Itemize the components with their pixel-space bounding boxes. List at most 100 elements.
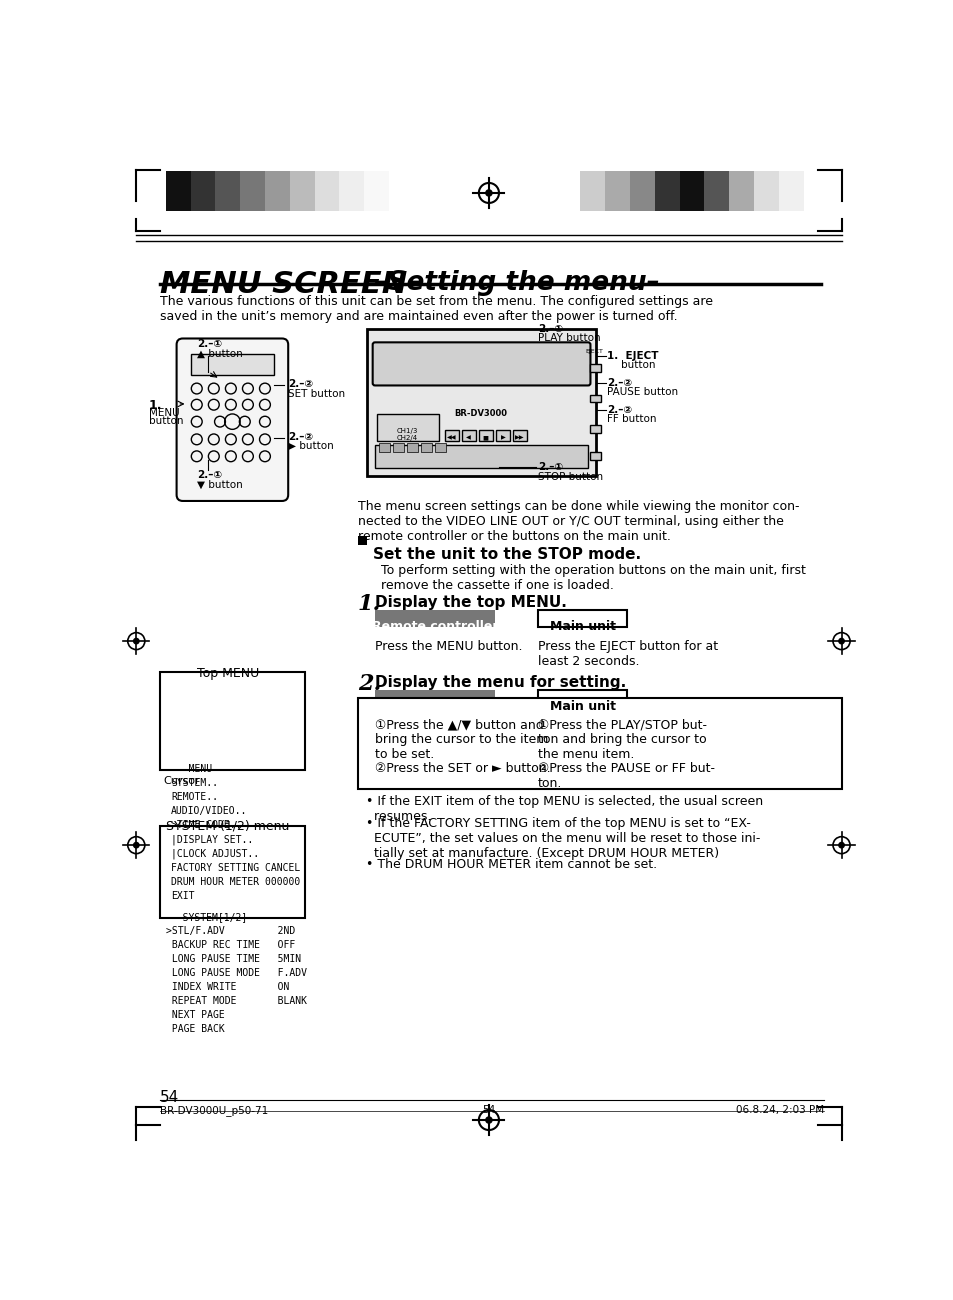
Bar <box>240 172 265 212</box>
Bar <box>339 172 364 212</box>
Text: BR-DV3000U_p50-71: BR-DV3000U_p50-71 <box>159 1105 268 1115</box>
Text: Cursor: Cursor <box>163 776 200 785</box>
Bar <box>357 536 367 545</box>
Text: 1.  EJECT: 1. EJECT <box>607 351 659 361</box>
Bar <box>375 445 587 468</box>
Text: 1.: 1. <box>149 399 162 412</box>
Bar <box>604 172 629 212</box>
Text: • If the FACTORY SETTING item of the top MENU is set to “EX-
  ECUTE”, the set v: • If the FACTORY SETTING item of the top… <box>365 816 760 859</box>
Text: FF button: FF button <box>607 413 657 424</box>
Bar <box>444 430 458 441</box>
Bar <box>513 430 526 441</box>
Bar <box>393 443 403 452</box>
Text: 2.–②: 2.–② <box>288 380 313 389</box>
Text: ---SYSTEM[1/2]---
>STL/F.ADV         2ND
 BACKUP REC TIME   OFF
 LONG PAUSE TIME: ---SYSTEM[1/2]--- >STL/F.ADV 2ND BACKUP … <box>166 913 307 1034</box>
Text: • The DRUM HOUR METER item cannot be set.: • The DRUM HOUR METER item cannot be set… <box>365 858 656 871</box>
Text: ◀: ◀ <box>466 436 471 441</box>
Text: Press the EJECT button for at
least 2 seconds.: Press the EJECT button for at least 2 se… <box>537 640 717 668</box>
Text: 06.8.24, 2:03 PM: 06.8.24, 2:03 PM <box>736 1105 823 1114</box>
Text: SYSTEM (1/2) menu: SYSTEM (1/2) menu <box>166 820 289 833</box>
Bar <box>589 395 599 403</box>
Text: Remote controller: Remote controller <box>372 701 498 714</box>
Text: 2.: 2. <box>357 673 381 696</box>
Text: BR-DV3000: BR-DV3000 <box>455 410 507 419</box>
Text: Remote controller: Remote controller <box>372 620 498 633</box>
Bar <box>364 172 389 212</box>
Bar <box>191 354 274 376</box>
Text: ◀◀: ◀◀ <box>447 436 456 441</box>
Circle shape <box>485 1117 492 1123</box>
Bar <box>728 172 753 212</box>
Text: CH1/3
CH2/4: CH1/3 CH2/4 <box>396 428 417 441</box>
Text: ①Press the PLAY/STOP but-
ton and bring the cursor to
the menu item.: ①Press the PLAY/STOP but- ton and bring … <box>537 718 706 760</box>
Bar <box>579 172 604 212</box>
Text: ■: ■ <box>482 436 488 441</box>
Text: –Setting the menu–: –Setting the menu– <box>355 270 659 296</box>
Text: 2.–②: 2.–② <box>288 432 313 442</box>
Text: Set the unit to the STOP mode.: Set the unit to the STOP mode. <box>373 547 641 562</box>
Text: SET button: SET button <box>288 389 345 399</box>
Bar <box>215 172 240 212</box>
Bar <box>159 672 305 771</box>
Bar <box>378 443 390 452</box>
Text: button: button <box>620 360 656 370</box>
Text: ---MENU---
SYSTEM..
REMOTE..
AUDIO/VIDEO..
>TIME CODE..
|DISPLAY SET..
|CLOCK AD: ---MENU--- SYSTEM.. REMOTE.. AUDIO/VIDEO… <box>171 764 300 901</box>
Bar <box>375 690 495 707</box>
Text: The various functions of this unit can be set from the menu. The configured sett: The various functions of this unit can b… <box>159 295 712 322</box>
Bar <box>778 172 802 212</box>
Text: STOP button: STOP button <box>537 472 602 482</box>
Text: Main unit: Main unit <box>549 620 615 633</box>
Text: Top MENU: Top MENU <box>196 667 258 680</box>
Text: 1.: 1. <box>357 593 381 615</box>
Text: 2.–①: 2.–① <box>537 463 562 472</box>
Bar <box>375 610 495 627</box>
Bar <box>537 610 626 627</box>
Text: button: button <box>149 416 183 426</box>
Text: Press the MENU button.: Press the MENU button. <box>375 640 522 653</box>
Bar <box>357 698 841 789</box>
Bar <box>679 172 703 212</box>
Text: 54: 54 <box>482 1105 495 1114</box>
Bar <box>537 690 626 707</box>
Circle shape <box>838 842 843 848</box>
Bar <box>753 172 778 212</box>
Bar <box>589 364 599 372</box>
FancyBboxPatch shape <box>373 342 590 386</box>
Bar <box>406 443 417 452</box>
Bar <box>166 172 191 212</box>
Text: 2.–①: 2.–① <box>196 339 222 350</box>
Text: ▶▶: ▶▶ <box>515 436 524 441</box>
Text: ①Press the ▲/▼ button and
bring the cursor to the item
to be set.: ①Press the ▲/▼ button and bring the curs… <box>375 718 548 760</box>
Bar <box>367 329 596 476</box>
Circle shape <box>838 638 843 644</box>
Text: PLAY button: PLAY button <box>537 333 599 343</box>
Text: ▼ button: ▼ button <box>196 480 242 489</box>
Text: MENU: MENU <box>149 408 179 417</box>
Bar <box>376 413 438 441</box>
Text: Display the menu for setting.: Display the menu for setting. <box>375 675 625 690</box>
Text: 2.–①: 2.–① <box>196 471 222 480</box>
Text: ▲ button: ▲ button <box>196 348 242 359</box>
Bar <box>265 172 290 212</box>
Bar <box>314 172 339 212</box>
Bar <box>629 172 654 212</box>
Text: Display the top MENU.: Display the top MENU. <box>375 595 566 610</box>
Text: ▶: ▶ <box>500 436 505 441</box>
Bar <box>191 172 215 212</box>
Circle shape <box>133 638 139 644</box>
Text: • If the EXIT item of the top MENU is selected, the usual screen
  resumes.: • If the EXIT item of the top MENU is se… <box>365 796 762 823</box>
Bar <box>654 172 679 212</box>
Text: PAUSE button: PAUSE button <box>607 387 678 396</box>
Bar <box>589 425 599 433</box>
Bar <box>478 430 493 441</box>
Text: Main unit: Main unit <box>549 701 615 714</box>
Circle shape <box>133 842 139 848</box>
Text: 54: 54 <box>159 1089 178 1105</box>
Text: 2.–②: 2.–② <box>607 378 632 387</box>
Text: ▶ button: ▶ button <box>288 441 334 451</box>
Bar <box>461 430 476 441</box>
Text: ②Press the SET or ► button.: ②Press the SET or ► button. <box>375 762 550 775</box>
Text: 2.–②: 2.–② <box>607 404 632 415</box>
Bar <box>589 452 599 460</box>
Text: EJECT: EJECT <box>585 348 603 354</box>
